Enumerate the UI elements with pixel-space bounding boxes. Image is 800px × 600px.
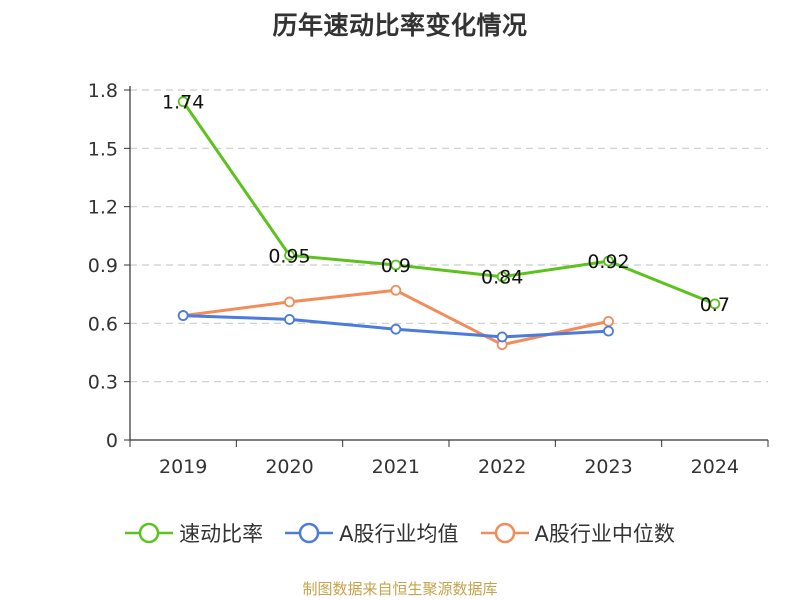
y-tick-label: 0.3: [88, 372, 118, 394]
legend-label: A股行业均值: [339, 522, 459, 546]
y-tick-label: 1.5: [88, 138, 118, 160]
y-tick-label: 0: [106, 430, 118, 452]
x-tick-label: 2022: [478, 456, 526, 478]
data-point[interactable]: [177, 310, 189, 321]
legend-item-quick-ratio[interactable]: 速动比率: [125, 518, 263, 548]
data-label: 0.84: [481, 267, 523, 289]
data-point[interactable]: [709, 298, 721, 310]
data-point[interactable]: [603, 315, 614, 327]
legend-label: 速动比率: [179, 522, 264, 546]
data-label: 0.95: [268, 245, 310, 267]
data-label: 0.7: [700, 294, 730, 316]
legend-item-industry-mean[interactable]: A股行业均值: [285, 518, 459, 548]
series-line: [181, 100, 716, 306]
series-lines: [177, 96, 721, 351]
y-tick-label: 0.6: [88, 313, 118, 335]
data-point[interactable]: [284, 296, 295, 308]
y-tick-label: 1.8: [88, 80, 118, 102]
grid-lines: [130, 89, 768, 383]
source-note: 制图数据来自恒生聚源数据库: [302, 580, 498, 598]
x-tick-label: 2021: [372, 456, 420, 478]
legend-line-marker-icon: [285, 522, 334, 544]
data-labels: 1.74 0.95 0.9 0.84 0.92 0.7: [162, 92, 730, 316]
y-tick-label: 0.9: [88, 255, 118, 277]
y-tick-label: 1.2: [88, 197, 118, 219]
x-tick-label: 2020: [265, 456, 313, 478]
legend-label: A股行业中位数: [534, 522, 675, 546]
data-label: 0.9: [381, 255, 411, 277]
legend-item-industry-median[interactable]: A股行业中位数: [480, 518, 675, 548]
data-label: 1.74: [162, 92, 204, 114]
data-point[interactable]: [390, 259, 402, 271]
data-point[interactable]: [177, 96, 189, 108]
data-point[interactable]: [603, 325, 614, 337]
data-point[interactable]: [390, 284, 402, 296]
data-point[interactable]: [284, 249, 295, 261]
legend: 速动比率 A股行业均值 A股行业中位数: [0, 518, 800, 548]
legend-line-marker-icon: [480, 522, 529, 544]
legend-line-marker-icon: [125, 522, 174, 544]
x-tick-label: 2023: [584, 456, 632, 478]
data-point[interactable]: [496, 331, 508, 343]
x-tick-label: 2019: [159, 456, 207, 478]
data-label: 0.92: [587, 251, 629, 273]
data-point[interactable]: [390, 323, 402, 335]
x-tick-label: 2024: [691, 456, 739, 478]
data-point[interactable]: [496, 271, 508, 283]
data-point[interactable]: [603, 255, 614, 267]
data-point[interactable]: [284, 314, 295, 325]
chart-title: 历年速动比率变化情况: [272, 11, 528, 40]
axes: 0 0.3 0.6 0.9 1.2 1.5 1.8 2019 2020 2021 2022 2023 2…: [88, 80, 769, 478]
